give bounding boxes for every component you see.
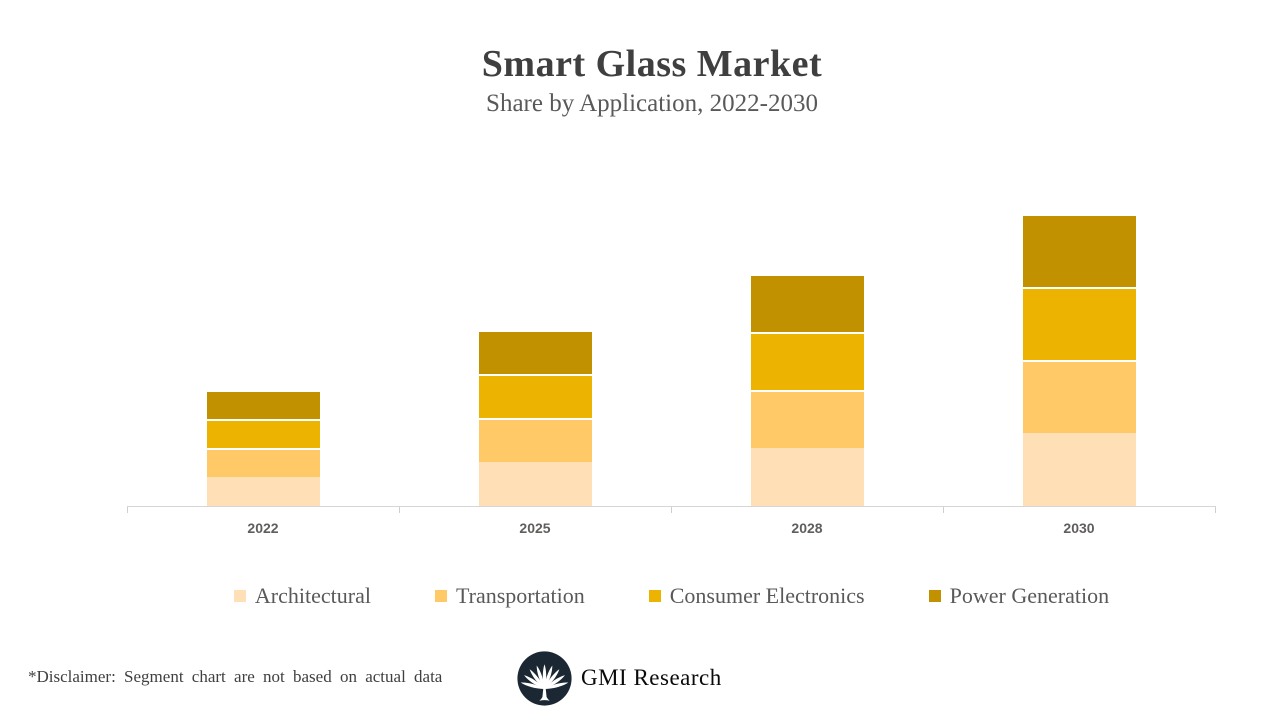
plot-area: 2022 2025 2028 2030 <box>127 200 1216 536</box>
x-axis-label-2025: 2025 <box>519 520 551 536</box>
x-axis-tick <box>1215 507 1216 513</box>
bar-segment-2028-architectural[interactable] <box>750 448 864 506</box>
x-axis-line <box>127 506 1216 507</box>
bar-segment-2022-consumer-electronics[interactable] <box>206 419 320 448</box>
bar-segment-2028-power-generation[interactable] <box>750 274 864 332</box>
bar-segment-2022-transportation[interactable] <box>206 448 320 477</box>
disclaimer-text: *Disclaimer: Segment chart are not based… <box>28 667 443 686</box>
bar-segment-2030-consumer-electronics[interactable] <box>1022 287 1136 360</box>
legend-label: Power Generation <box>949 583 1110 608</box>
chart-title: Smart Glass Market <box>481 43 823 85</box>
x-axis-label-2030: 2030 <box>1063 520 1095 536</box>
bar-2022 <box>127 200 399 506</box>
stacked-bar-2025 <box>478 330 592 506</box>
bar-segment-2025-consumer-electronics[interactable] <box>478 374 592 418</box>
bar-segment-2030-power-generation[interactable] <box>1022 214 1136 287</box>
legend: Architectural Transportation Consumer Elec… <box>127 583 1216 609</box>
bar-segment-2028-consumer-electronics[interactable] <box>750 332 864 390</box>
x-axis-tick <box>671 507 672 513</box>
bar-segment-2030-architectural[interactable] <box>1022 433 1136 506</box>
stacked-bar-2028 <box>750 274 864 506</box>
bar-segment-2025-transportation[interactable] <box>478 418 592 462</box>
bar-segment-2030-transportation[interactable] <box>1022 360 1136 433</box>
x-axis-tick <box>943 507 944 513</box>
x-axis-tick <box>399 507 400 513</box>
stacked-bar-2030 <box>1022 214 1136 506</box>
brand-name: GMI Research <box>581 665 722 690</box>
legend-item-power-generation[interactable]: Power Generation <box>928 583 1110 609</box>
x-axis-label-2022: 2022 <box>247 520 279 536</box>
legend-swatch <box>928 590 941 602</box>
x-axis-label-2028: 2028 <box>791 520 823 536</box>
chart-subtitle: Share by Application, 2022-2030 <box>486 89 818 117</box>
legend-swatch <box>434 590 447 602</box>
bar-segment-2022-power-generation[interactable] <box>206 390 320 419</box>
legend-item-transportation[interactable]: Transportation <box>434 583 585 609</box>
legend-swatch <box>233 590 246 602</box>
legend-swatch <box>648 590 661 602</box>
legend-label: Architectural <box>254 583 371 608</box>
legend-item-architectural[interactable]: Architectural <box>233 583 371 609</box>
legend-label: Transportation <box>455 583 585 608</box>
brand-lockup: GMI Research <box>516 649 722 707</box>
gmi-logo-icon <box>517 650 572 706</box>
bar-segment-2028-transportation[interactable] <box>750 390 864 448</box>
bar-segment-2025-architectural[interactable] <box>478 462 592 506</box>
stacked-bar-2022 <box>206 390 320 506</box>
legend-label: Consumer Electronics <box>669 583 865 608</box>
legend-item-consumer-electronics[interactable]: Consumer Electronics <box>648 583 865 609</box>
bar-segment-2025-power-generation[interactable] <box>478 330 592 374</box>
bar-segment-2022-architectural[interactable] <box>206 477 320 506</box>
bar-2025 <box>399 200 671 506</box>
bar-2030 <box>943 200 1215 506</box>
bar-2028 <box>671 200 943 506</box>
x-axis-tick <box>127 507 128 513</box>
chart-header: Smart Glass Market Share by Application,… <box>0 43 1280 118</box>
